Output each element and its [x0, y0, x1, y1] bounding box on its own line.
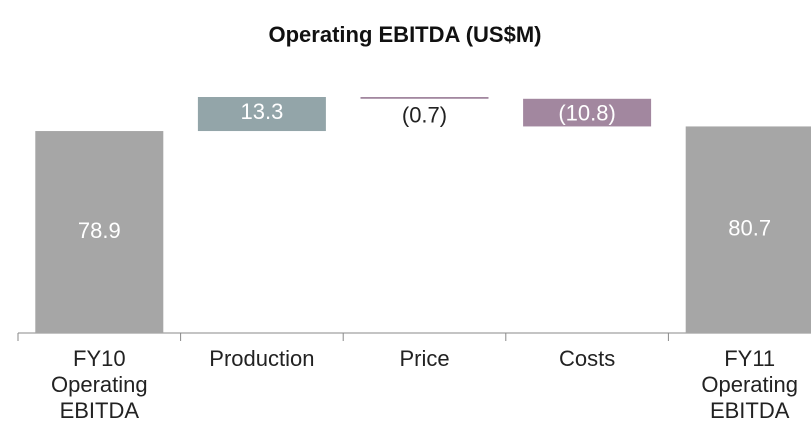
value-label: (0.7): [402, 103, 447, 128]
value-label: 80.7: [728, 216, 771, 241]
x-tick-label: Production: [209, 346, 315, 371]
value-label: (10.8): [558, 101, 615, 126]
x-tick-label: FY11 Operating EBITDA: [701, 346, 798, 423]
bar: [35, 131, 164, 333]
bar: [523, 98, 652, 127]
bar: [197, 97, 326, 132]
value-label: 78.9: [78, 218, 121, 243]
x-tick-label: Price: [399, 346, 450, 371]
bar: [360, 97, 489, 99]
chart-title: Operating EBITDA (US$M): [269, 22, 542, 47]
x-tick-label: Costs: [558, 346, 616, 371]
value-label: 13.3: [240, 99, 283, 124]
x-tick-label: FY10 Operating EBITDA: [50, 346, 148, 423]
bar: [685, 126, 811, 334]
